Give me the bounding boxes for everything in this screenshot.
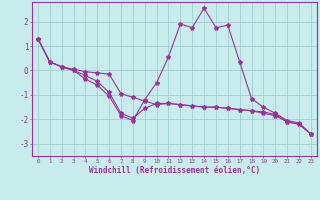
X-axis label: Windchill (Refroidissement éolien,°C): Windchill (Refroidissement éolien,°C) bbox=[89, 166, 260, 175]
